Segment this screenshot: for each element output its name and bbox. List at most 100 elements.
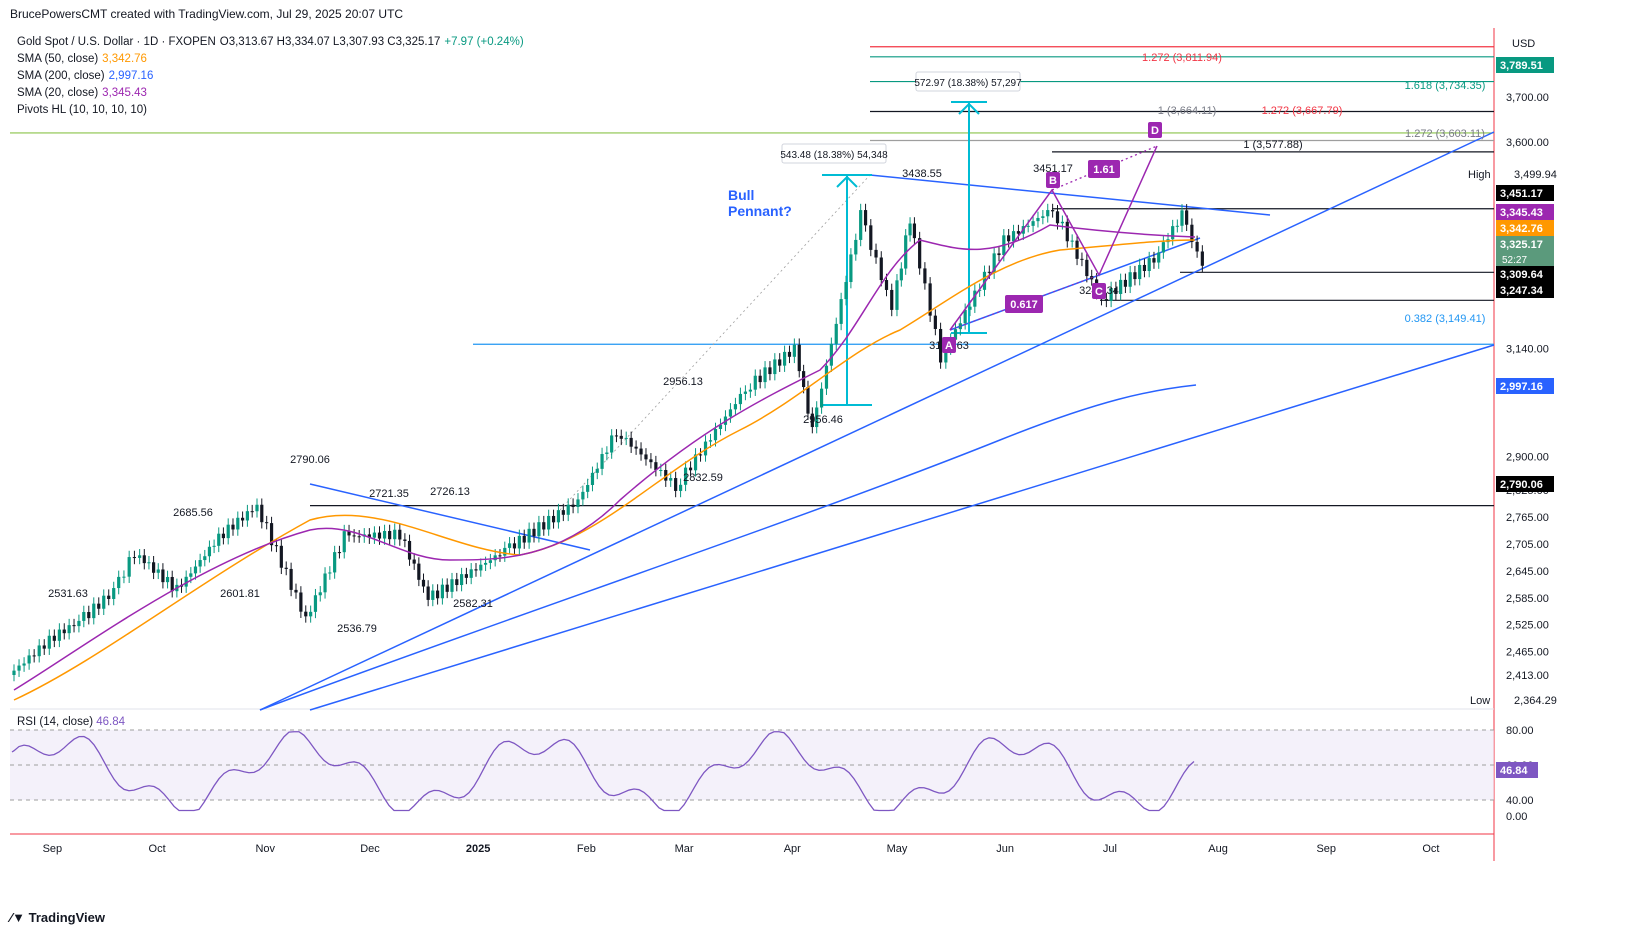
chart-legend: Gold Spot / U.S. Dollar · 1D · FXOPEN O3,… xyxy=(17,34,528,119)
candle-body xyxy=(107,595,111,599)
candle-body xyxy=(455,579,459,586)
high-label: High xyxy=(1468,169,1491,181)
pivot-label: 2601.81 xyxy=(220,588,260,600)
candle-body xyxy=(733,404,738,410)
candle-body xyxy=(403,539,407,541)
candle-body xyxy=(77,620,81,627)
candle-body xyxy=(122,576,126,578)
candle-body xyxy=(863,210,868,226)
time-label: Oct xyxy=(149,843,166,855)
candle-body xyxy=(1200,251,1204,266)
time-label: Mar xyxy=(675,843,694,855)
candle-body xyxy=(503,547,507,556)
sma200-line xyxy=(259,384,1197,711)
candle-body xyxy=(806,387,810,414)
candle-body xyxy=(393,529,397,540)
fib-label: 1 (3,664.11) xyxy=(1158,105,1217,117)
candle-body xyxy=(763,367,767,383)
candle-body xyxy=(683,467,688,485)
candle-body xyxy=(367,534,371,538)
candle-body xyxy=(708,440,713,442)
candle-body xyxy=(212,545,216,547)
price-tag-bg xyxy=(1496,57,1554,73)
measure-box-text: 572.97 (18.38%) 57,297 xyxy=(914,78,1022,89)
candle-body xyxy=(92,603,96,619)
candle-body xyxy=(1180,210,1184,226)
candle-body xyxy=(918,238,922,269)
candle-body xyxy=(240,517,245,521)
candle-body xyxy=(522,535,526,543)
candle-body xyxy=(849,254,853,283)
candle-body xyxy=(357,536,361,538)
candle-body xyxy=(1016,231,1021,234)
rsi-tag-bg xyxy=(1496,762,1538,778)
candle-body xyxy=(1051,210,1055,212)
pivot-label: 2536.79 xyxy=(337,623,377,635)
candle-body xyxy=(854,239,858,255)
price-tag-bg xyxy=(1496,220,1554,236)
candle-body xyxy=(459,574,464,586)
candle-body xyxy=(493,555,497,561)
candle-body xyxy=(859,210,863,240)
candle-body xyxy=(600,454,604,469)
candle-body xyxy=(337,552,342,554)
candle-body xyxy=(1175,225,1179,227)
candle-body xyxy=(1133,272,1137,280)
candle-body xyxy=(27,655,31,664)
price-tag-bg xyxy=(1496,236,1554,252)
candle-body xyxy=(313,595,318,612)
candle-body xyxy=(1161,242,1165,253)
tradingview-logo[interactable]: ⁄▼ TradingView xyxy=(10,910,105,925)
candle-body xyxy=(1157,252,1161,263)
rsi-tick: 0.00 xyxy=(1506,811,1527,823)
abcd-marker: B xyxy=(1049,175,1057,187)
time-axis[interactable]: Sep Oct Nov Dec 2025 Feb Mar Apr May Jun Jul Aug Sep… xyxy=(43,843,1440,855)
rsi-tag: 46.84 xyxy=(1500,765,1528,777)
price-tag-bg xyxy=(1496,476,1554,492)
price-tag: 3,345.43 xyxy=(1500,207,1543,219)
candle-body xyxy=(879,257,883,281)
candle-body xyxy=(1104,299,1108,301)
ratio1-bg xyxy=(1088,160,1120,178)
rsi-label[interactable]: RSI (14, close) xyxy=(17,716,94,728)
pivots-label[interactable]: Pivots HL (10, 10, 10, 10) xyxy=(17,104,147,116)
pivot-label: 2531.63 xyxy=(48,588,88,600)
candle-body xyxy=(1171,226,1175,240)
symbol-title[interactable]: Gold Spot / U.S. Dollar · 1D · FXOPEN xyxy=(17,36,216,48)
pivot-label: 2790.06 xyxy=(290,454,330,466)
price-tick: 2,465.00 xyxy=(1506,647,1549,659)
pivot-label: 2832.59 xyxy=(683,472,723,484)
candle-body xyxy=(512,543,517,549)
sma200-label[interactable]: SMA (200, close) xyxy=(17,70,105,82)
candle-body xyxy=(634,446,638,449)
abcd-marker-bg xyxy=(1092,283,1106,299)
candle-body xyxy=(829,343,833,366)
candle-body xyxy=(551,515,556,523)
candle-body xyxy=(299,592,303,612)
candle-body xyxy=(342,531,346,553)
candle-body xyxy=(782,351,787,366)
price-axis[interactable]: 3,700.003,600.003,140.003,060.002,900.00… xyxy=(1496,57,1554,823)
candle-body xyxy=(748,389,752,392)
candle-body xyxy=(792,344,796,357)
candle-body xyxy=(127,557,131,577)
candle-body xyxy=(323,573,327,593)
candles-layer xyxy=(12,203,1204,682)
candle-body xyxy=(928,283,932,316)
candle-body xyxy=(590,472,595,485)
price-tick: 3,700.00 xyxy=(1506,92,1549,104)
candle-body xyxy=(412,559,416,564)
candle-body xyxy=(421,579,426,587)
time-label: 2025 xyxy=(466,843,490,855)
candle-body xyxy=(728,409,733,417)
sma50-label[interactable]: SMA (50, close) xyxy=(17,53,99,65)
candle-body xyxy=(304,611,308,617)
measure-box: 572.97 (18.38%) 57,297 xyxy=(914,71,1022,92)
sma20-label[interactable]: SMA (20, close) xyxy=(17,87,99,99)
price-tick: 2,585.00 xyxy=(1506,593,1549,605)
candle-body xyxy=(231,524,235,530)
candle-body xyxy=(284,567,288,569)
candle-body xyxy=(542,522,546,530)
time-label: Nov xyxy=(255,843,275,855)
